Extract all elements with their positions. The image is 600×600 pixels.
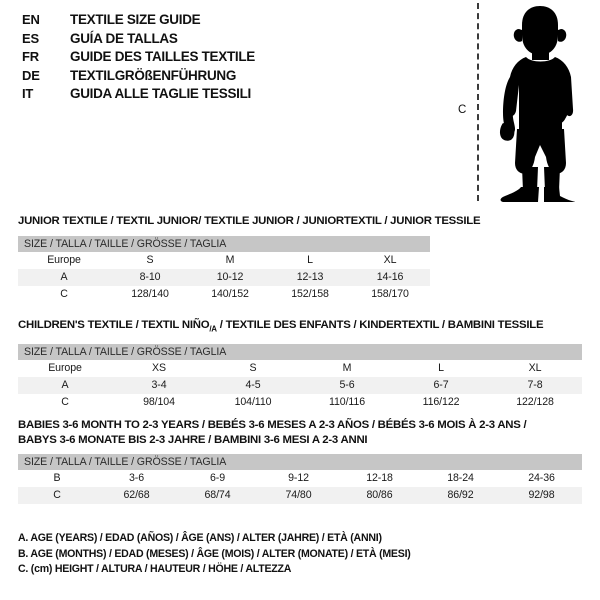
table-cell: 98/104	[112, 393, 206, 411]
section-heading-children-part1: CHILDREN'S TEXTILE / TEXTIL NIÑO	[18, 319, 210, 331]
language-code-en: EN	[22, 12, 40, 27]
table-cell: 18-24	[420, 470, 501, 487]
legend-line-b: B. AGE (MONTHS) / EDAD (MESES) / ÂGE (MO…	[18, 547, 411, 560]
table-cell: 8-10	[110, 268, 190, 286]
legend-line-a: A. AGE (YEARS) / EDAD (AÑOS) / ÂGE (ANS)…	[18, 532, 382, 544]
table-row: Europe XS S M L XL	[18, 359, 583, 377]
table-row: Europe S M L XL	[18, 251, 431, 269]
table-cell: 92/98	[501, 487, 583, 504]
table-cell: 80/86	[339, 487, 420, 504]
row-label: A	[18, 268, 110, 286]
table-cell: L	[394, 359, 488, 377]
table-cell: 6-7	[394, 376, 488, 394]
table-cell: 9-12	[258, 470, 339, 487]
table-row: A 3-4 4-5 5-6 6-7 7-8	[18, 376, 583, 394]
language-title-block: EN TEXTILE SIZE GUIDE ES GUÍA DE TALLAS …	[22, 12, 442, 105]
table-cell: 74/80	[258, 487, 339, 504]
table-cell: L	[270, 251, 350, 269]
band-label-children: SIZE / TALLA / TAILLE / GRÖSSE / TAGLIA	[18, 343, 583, 360]
table-cell: 12-18	[339, 470, 420, 487]
table-cell: 7-8	[488, 376, 583, 394]
section-babies-textile: BABIES 3-6 MONTH TO 2-3 YEARS / BEBÉS 3-…	[18, 418, 583, 504]
guide-title-en: TEXTILE SIZE GUIDE	[70, 12, 201, 27]
table-cell: 86/92	[420, 487, 501, 504]
junior-size-table: SIZE / TALLA / TAILLE / GRÖSSE / TAGLIA …	[18, 235, 431, 303]
section-heading-children-subscript: /A	[209, 324, 217, 334]
language-row: EN TEXTILE SIZE GUIDE	[22, 12, 442, 31]
table-cell: 14-16	[350, 268, 431, 286]
row-label: C	[18, 393, 112, 411]
table-row: C 62/68 68/74 74/80 80/86 86/92 92/98	[18, 487, 583, 504]
table-cell: M	[190, 251, 270, 269]
table-band-header: SIZE / TALLA / TAILLE / GRÖSSE / TAGLIA	[18, 235, 431, 252]
guide-title-it: GUIDA ALLE TAGLIE TESSILI	[70, 86, 251, 102]
row-label: B	[18, 470, 96, 487]
table-band-header: SIZE / TALLA / TAILLE / GRÖSSE / TAGLIA	[18, 454, 583, 470]
table-band-header: SIZE / TALLA / TAILLE / GRÖSSE / TAGLIA	[18, 343, 583, 360]
height-illustration: C	[440, 0, 600, 210]
band-label-babies: SIZE / TALLA / TAILLE / GRÖSSE / TAGLIA	[18, 454, 583, 470]
guide-title-es: GUÍA DE TALLAS	[70, 30, 178, 46]
table-cell: M	[300, 359, 394, 377]
guide-title-fr: GUIDE DES TAILLES TEXTILE	[70, 49, 256, 65]
table-cell: XS	[112, 359, 206, 377]
table-cell: 3-4	[112, 376, 206, 394]
row-label: Europe	[18, 359, 112, 377]
row-label: C	[18, 487, 96, 504]
language-code-es: ES	[22, 30, 39, 46]
table-cell: 4-5	[206, 376, 300, 394]
table-cell: XL	[350, 251, 431, 269]
language-code-de: DE	[22, 67, 40, 83]
table-cell: 62/68	[96, 487, 177, 504]
table-cell: 116/122	[394, 393, 488, 411]
height-marker-label: C	[458, 104, 467, 116]
section-heading-junior: JUNIOR TEXTILE / TEXTIL JUNIOR/ TEXTILE …	[18, 215, 481, 227]
row-label: C	[18, 285, 110, 303]
band-label-junior: SIZE / TALLA / TAILLE / GRÖSSE / TAGLIA	[18, 235, 431, 252]
table-cell: S	[206, 359, 300, 377]
language-row: FR GUIDE DES TAILLES TEXTILE	[22, 49, 442, 68]
legend-line-c: C. (cm) HEIGHT / ALTURA / HAUTEUR / HÖHE…	[18, 563, 292, 575]
guide-title-de: TEXTILGRÖßENFÜHRUNG	[70, 67, 237, 83]
table-cell: 68/74	[177, 487, 258, 504]
table-row: C 128/140 140/152 152/158 158/170	[18, 285, 431, 303]
language-code-fr: FR	[22, 49, 39, 65]
toddler-silhouette-icon	[499, 6, 575, 202]
height-measure-dashed-line	[477, 3, 479, 201]
table-cell: 140/152	[190, 285, 270, 303]
section-heading-children-part2: / TEXTILE DES ENFANTS / KINDERTEXTIL / B…	[216, 319, 544, 331]
table-cell: 104/110	[206, 393, 300, 411]
table-cell: 10-12	[190, 268, 270, 286]
language-code-it: IT	[22, 86, 34, 102]
section-heading-babies-line2: BABYS 3-6 MONATE BIS 2-3 JAHRE / BAMBINI…	[18, 433, 368, 446]
language-row: DE TEXTILGRÖßENFÜHRUNG	[22, 68, 442, 87]
table-cell: 152/158	[270, 285, 350, 303]
table-row: C 98/104 104/110 110/116 116/122 122/128	[18, 393, 583, 411]
children-size-table: SIZE / TALLA / TAILLE / GRÖSSE / TAGLIA …	[18, 343, 583, 411]
table-row: A 8-10 10-12 12-13 14-16	[18, 268, 431, 286]
legend-block: A. AGE (YEARS) / EDAD (AÑOS) / ÂGE (ANS)…	[18, 531, 578, 578]
table-cell: 128/140	[110, 285, 190, 303]
table-cell: 6-9	[177, 470, 258, 487]
table-cell: 24-36	[501, 470, 583, 487]
table-cell: 158/170	[350, 285, 431, 303]
language-row: ES GUÍA DE TALLAS	[22, 31, 442, 50]
section-junior-textile: JUNIOR TEXTILE / TEXTIL JUNIOR/ TEXTILE …	[18, 214, 481, 303]
table-cell: 122/128	[488, 393, 583, 411]
row-label: A	[18, 376, 112, 394]
table-cell: 110/116	[300, 393, 394, 411]
table-cell: S	[110, 251, 190, 269]
table-cell: 5-6	[300, 376, 394, 394]
table-row: B 3-6 6-9 9-12 12-18 18-24 24-36	[18, 470, 583, 487]
row-label: Europe	[18, 251, 110, 269]
table-cell: 12-13	[270, 268, 350, 286]
section-heading-babies-line1: BABIES 3-6 MONTH TO 2-3 YEARS / BEBÉS 3-…	[18, 419, 527, 431]
table-cell: 3-6	[96, 470, 177, 487]
section-heading-children: CHILDREN'S TEXTILE / TEXTIL NIÑO/A / TEX…	[18, 318, 582, 337]
table-cell: XL	[488, 359, 583, 377]
babies-size-table: SIZE / TALLA / TAILLE / GRÖSSE / TAGLIA …	[18, 454, 583, 504]
section-childrens-textile: CHILDREN'S TEXTILE / TEXTIL NIÑO/A / TEX…	[18, 318, 583, 411]
language-row: IT GUIDA ALLE TAGLIE TESSILI	[22, 86, 442, 105]
